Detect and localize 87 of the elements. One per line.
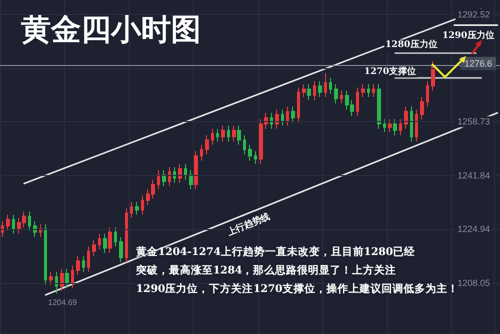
candlestick [404, 106, 408, 130]
candlestick [367, 84, 370, 98]
y-tick-label: 1258.73 [457, 116, 490, 127]
candlestick [162, 170, 166, 187]
candlestick [125, 208, 128, 263]
candlestick [200, 144, 203, 162]
candlestick [184, 163, 187, 180]
y-tick-label: 1208.05 [457, 278, 490, 288]
candlestick [232, 125, 236, 142]
candlestick [307, 84, 311, 101]
candlestick [237, 125, 241, 146]
candlestick [340, 90, 343, 104]
candlestick [87, 246, 90, 272]
candlestick [98, 233, 101, 250]
candlestick [420, 96, 424, 120]
series-label: 1270支撑位 [364, 66, 416, 77]
candlestick [431, 60, 435, 92]
candlestick [33, 220, 37, 238]
candlestick [189, 170, 193, 190]
series-label: 1290压力位 [442, 30, 494, 42]
candlestick [281, 109, 284, 126]
candlestick [227, 125, 230, 142]
candlestick [39, 224, 42, 238]
candlestick [76, 256, 80, 276]
candlestick [415, 109, 418, 142]
candlestick [383, 118, 386, 133]
candlestick [275, 109, 279, 130]
candlestick [205, 134, 209, 155]
candlestick [49, 271, 53, 286]
candlestick [1, 220, 4, 238]
candlestick [388, 118, 392, 133]
candlestick [243, 134, 246, 155]
y-tick-label: 1241.84 [457, 170, 490, 180]
candlestick [141, 195, 144, 216]
candlestick [324, 72, 327, 98]
candlestick [297, 86, 300, 123]
candlestick [216, 128, 219, 142]
candlestick [221, 125, 225, 142]
candlestick [28, 211, 31, 232]
candlestick [410, 106, 413, 142]
candlestick [393, 118, 397, 136]
candlestick [194, 150, 198, 190]
candlestick [318, 80, 322, 98]
annotation: 1204.69 [48, 298, 78, 308]
candlestick [114, 226, 117, 248]
candlestick [108, 226, 112, 254]
series-label: 1280压力位 [385, 39, 438, 50]
candlestick [426, 80, 429, 108]
candlestick [248, 144, 252, 162]
candlestick [254, 150, 257, 164]
candlestick [60, 268, 64, 292]
candlestick [135, 201, 139, 216]
candlestick [377, 84, 381, 130]
candlestick [291, 106, 295, 123]
annotation: 突破，最高涨至1284，那么思路很明显了！上方关注 [135, 264, 396, 276]
candlestick [399, 118, 402, 136]
candlestick [130, 201, 133, 218]
candlestick [92, 240, 96, 257]
candlestick [361, 84, 365, 98]
text: 黄金四小时图 [21, 12, 201, 48]
candlestick [103, 233, 107, 254]
candlestick [286, 106, 289, 126]
candlestick [119, 236, 123, 263]
candlestick [302, 84, 306, 98]
candlestick [65, 268, 69, 288]
candlestick [270, 112, 273, 130]
candlestick [356, 86, 359, 117]
candlestick [71, 265, 74, 288]
text: 上行趋势线 [224, 211, 272, 238]
candlestick [82, 256, 85, 272]
candlestick [211, 128, 214, 146]
candlestick [6, 214, 10, 232]
candlestick [168, 166, 171, 187]
ref-line-label: 1276.6 [464, 58, 492, 68]
candlestick [173, 166, 176, 184]
candlestick [178, 163, 182, 184]
candlestick [372, 84, 375, 98]
candlestick [313, 80, 316, 101]
candlestick [334, 84, 338, 104]
y-tick-label: 1224.94 [457, 224, 490, 234]
candlestick [12, 214, 15, 234]
y-tick-label: 1292.52 [457, 9, 490, 20]
candlestick [55, 271, 58, 294]
candlestick [44, 224, 47, 286]
annotation: 1290压力位，下方关注1270支撑位，操作上建议回调低多为主！ [136, 282, 458, 295]
candlestick [157, 170, 160, 190]
candlestick [329, 77, 332, 94]
